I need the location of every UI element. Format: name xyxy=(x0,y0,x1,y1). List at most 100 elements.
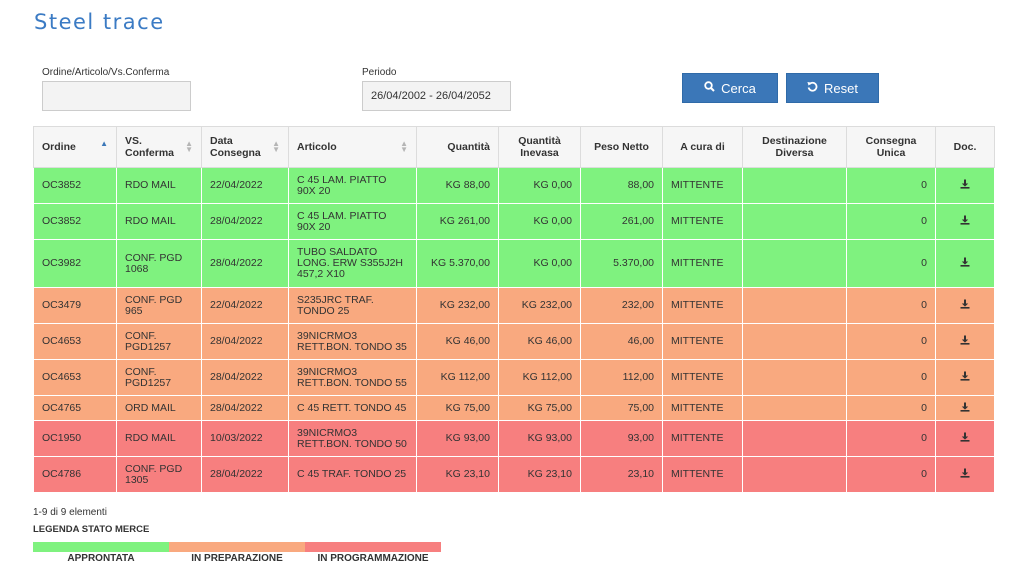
cell-peso-netto: 93,00 xyxy=(580,420,663,457)
cell-data-consegna: 28/04/2022 xyxy=(201,323,289,360)
cell-quantita: KG 23,10 xyxy=(416,456,499,493)
cell-articolo: C 45 TRAF. TONDO 25 xyxy=(288,456,417,493)
sort-asc-icon: ▲ xyxy=(100,139,108,148)
cell-a-cura-di: MITTENTE xyxy=(662,167,743,204)
cell-doc xyxy=(935,167,995,204)
cell-vs-conferma: RDO MAIL xyxy=(116,420,202,457)
table-row: OC1950 RDO MAIL 10/03/2022 39NICRMO3 RETT.B… xyxy=(33,420,995,457)
cell-destinazione xyxy=(742,167,847,204)
cell-vs-conferma: CONF. PGD 965 xyxy=(116,287,202,324)
cell-data-consegna: 28/04/2022 xyxy=(201,456,289,493)
download-icon[interactable] xyxy=(960,402,970,415)
cell-data-consegna: 28/04/2022 xyxy=(201,395,289,421)
cell-vs-conferma: RDO MAIL xyxy=(116,167,202,204)
search-button-label: Cerca xyxy=(721,80,756,96)
download-icon[interactable] xyxy=(960,371,970,384)
col-header-peso-netto: Peso Netto xyxy=(580,126,663,168)
col-header-articolo-label: Articolo xyxy=(297,141,337,153)
col-header-quantita-inevasa: Quantità Inevasa xyxy=(498,126,581,168)
cell-quantita: KG 261,00 xyxy=(416,203,499,240)
cell-doc xyxy=(935,323,995,360)
cell-quantita-inevasa: KG 0,00 xyxy=(498,239,581,288)
period-filter-input[interactable]: 26/04/2002 - 26/04/2052 xyxy=(362,81,511,111)
cell-data-consegna: 28/04/2022 xyxy=(201,239,289,288)
cell-articolo: C 45 LAM. PIATTO 90X 20 xyxy=(288,203,417,240)
cell-articolo: 39NICRMO3 RETT.BON. TONDO 55 xyxy=(288,359,417,396)
col-header-vs-conferma-label: VS. Conferma xyxy=(125,135,175,159)
cell-doc xyxy=(935,359,995,396)
cell-vs-conferma: CONF. PGD 1305 xyxy=(116,456,202,493)
legend-label-programmazione: IN PROGRAMMAZIONE xyxy=(317,553,429,564)
download-icon[interactable] xyxy=(960,335,970,348)
col-header-articolo[interactable]: Articolo ▲ ▼ xyxy=(288,126,417,168)
cell-data-consegna: 22/04/2022 xyxy=(201,287,289,324)
cell-quantita: KG 5.370,00 xyxy=(416,239,499,288)
cell-ordine: OC4765 xyxy=(33,395,117,421)
cell-peso-netto: 5.370,00 xyxy=(580,239,663,288)
cell-ordine: OC3852 xyxy=(33,167,117,204)
col-header-data-consegna[interactable]: Data Consegna ▲ ▼ xyxy=(201,126,289,168)
cell-destinazione xyxy=(742,203,847,240)
cell-quantita-inevasa: KG 0,00 xyxy=(498,167,581,204)
cell-ordine: OC3479 xyxy=(33,287,117,324)
table-row: OC4653 CONF. PGD1257 28/04/2022 39NICRMO3 R… xyxy=(33,359,995,396)
cell-quantita-inevasa: KG 232,00 xyxy=(498,287,581,324)
cell-quantita: KG 75,00 xyxy=(416,395,499,421)
search-icon xyxy=(704,81,715,95)
col-header-doc: Doc. xyxy=(935,126,995,168)
cell-destinazione xyxy=(742,239,847,288)
table-row: OC4765 ORD MAIL 28/04/2022 C 45 RETT. TONDO… xyxy=(33,395,995,421)
order-filter-input[interactable] xyxy=(42,81,191,111)
cell-vs-conferma: CONF. PGD1257 xyxy=(116,323,202,360)
cell-peso-netto: 75,00 xyxy=(580,395,663,421)
table-row: OC3479 CONF. PGD 965 22/04/2022 S235JRC TRA… xyxy=(33,287,995,324)
col-header-ordine[interactable]: Ordine ▲ xyxy=(33,126,117,168)
cell-consegna-unica: 0 xyxy=(846,323,936,360)
cell-consegna-unica: 0 xyxy=(846,239,936,288)
cell-vs-conferma: ORD MAIL xyxy=(116,395,202,421)
pagination-count: 1-9 di 9 elementi xyxy=(33,507,107,518)
download-icon[interactable] xyxy=(960,468,970,481)
reset-icon xyxy=(807,81,818,95)
cell-ordine: OC3982 xyxy=(33,239,117,288)
reset-button[interactable]: Reset xyxy=(786,73,879,103)
col-header-vs-conferma[interactable]: VS. Conferma ▲ ▼ xyxy=(116,126,202,168)
download-icon[interactable] xyxy=(960,257,970,270)
cell-doc xyxy=(935,203,995,240)
sort-icon: ▲ ▼ xyxy=(185,139,193,154)
cell-quantita-inevasa: KG 75,00 xyxy=(498,395,581,421)
cell-consegna-unica: 0 xyxy=(846,395,936,421)
cell-vs-conferma: RDO MAIL xyxy=(116,203,202,240)
legend-label-approntata: APPRONTATA xyxy=(67,553,135,564)
download-icon[interactable] xyxy=(960,215,970,228)
cell-articolo: C 45 RETT. TONDO 45 xyxy=(288,395,417,421)
reset-button-label: Reset xyxy=(824,80,858,96)
cell-articolo: 39NICRMO3 RETT.BON. TONDO 50 xyxy=(288,420,417,457)
cell-quantita: KG 112,00 xyxy=(416,359,499,396)
cell-destinazione xyxy=(742,456,847,493)
cell-quantita-inevasa: KG 46,00 xyxy=(498,323,581,360)
cell-ordine: OC4653 xyxy=(33,359,117,396)
page-title: Steel trace xyxy=(34,10,165,34)
cell-data-consegna: 28/04/2022 xyxy=(201,203,289,240)
cell-data-consegna: 28/04/2022 xyxy=(201,359,289,396)
cell-destinazione xyxy=(742,323,847,360)
cell-a-cura-di: MITTENTE xyxy=(662,287,743,324)
cell-peso-netto: 261,00 xyxy=(580,203,663,240)
cell-articolo: S235JRC TRAF. TONDO 25 xyxy=(288,287,417,324)
cell-quantita: KG 93,00 xyxy=(416,420,499,457)
cell-destinazione xyxy=(742,420,847,457)
search-button[interactable]: Cerca xyxy=(682,73,778,103)
col-header-ordine-label: Ordine xyxy=(42,141,76,153)
download-icon[interactable] xyxy=(960,299,970,312)
cell-doc xyxy=(935,395,995,421)
download-icon[interactable] xyxy=(960,432,970,445)
legend-swatch-approntata xyxy=(33,542,169,552)
cell-quantita-inevasa: KG 112,00 xyxy=(498,359,581,396)
cell-destinazione xyxy=(742,359,847,396)
cell-peso-netto: 23,10 xyxy=(580,456,663,493)
cell-a-cura-di: MITTENTE xyxy=(662,203,743,240)
cell-peso-netto: 46,00 xyxy=(580,323,663,360)
cell-a-cura-di: MITTENTE xyxy=(662,456,743,493)
download-icon[interactable] xyxy=(960,179,970,192)
